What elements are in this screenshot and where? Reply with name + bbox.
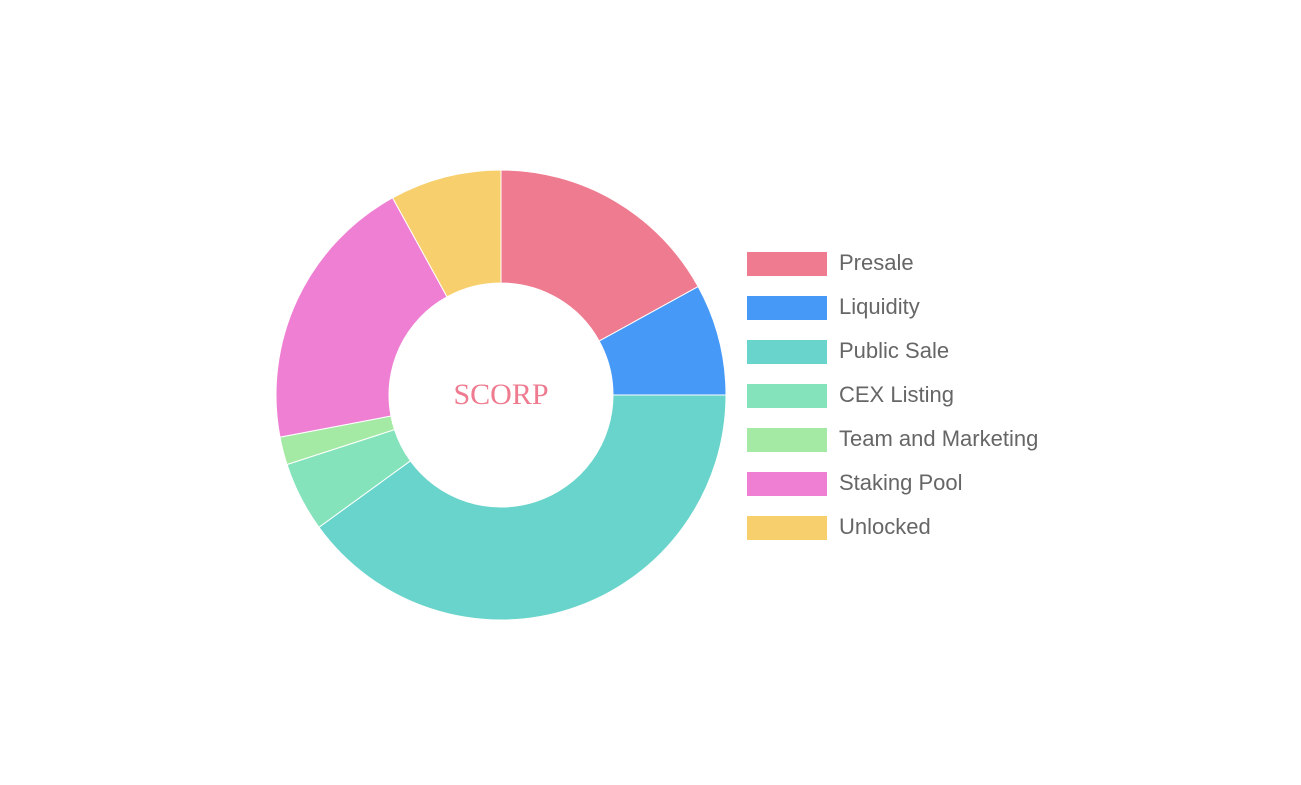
slice — [275, 197, 448, 438]
center-text: SCORP — [453, 378, 548, 411]
legend-label: Team and Marketing — [839, 426, 1038, 451]
legend-swatch — [747, 340, 827, 364]
legend-swatch — [747, 428, 827, 452]
legend-label: Unlocked — [839, 514, 931, 539]
slice — [318, 394, 727, 621]
legend-label: Public Sale — [839, 338, 949, 363]
legend-label: Liquidity — [839, 294, 920, 319]
legend-swatch — [747, 384, 827, 408]
slice — [500, 169, 699, 342]
legend-label: CEX Listing — [839, 382, 954, 407]
legend-label: Staking Pool — [839, 470, 963, 495]
legend-swatch — [747, 516, 827, 540]
legend-swatch — [747, 252, 827, 276]
legend-swatch — [747, 296, 827, 320]
legend-label: Presale — [839, 250, 914, 275]
legend-swatch — [747, 472, 827, 496]
slice — [391, 169, 502, 298]
